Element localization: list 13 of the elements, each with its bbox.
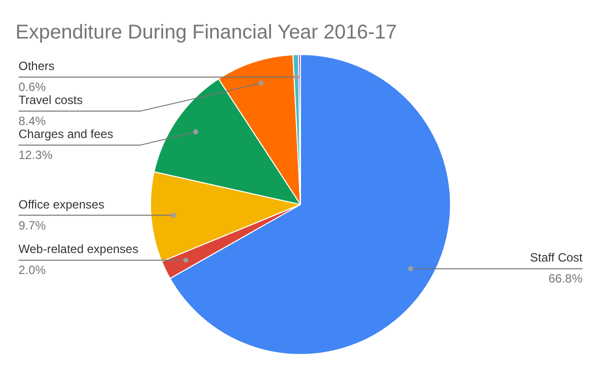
slice-label: Charges and fees	[18, 127, 114, 142]
slice-label: Others	[18, 59, 55, 74]
slice-label: Staff Cost	[530, 250, 584, 265]
slice-label: Web-related expenses	[18, 242, 138, 256]
data-label: 66.8%	[548, 272, 583, 286]
chart-title: Expenditure During Financial Year 2016-17	[16, 22, 397, 44]
data-label: 9.7%	[18, 218, 46, 232]
data-label: 0.6%	[18, 80, 46, 94]
data-label: 8.4%	[18, 114, 46, 128]
slice-label: Office expenses	[18, 197, 104, 212]
slice-label: Travel costs	[18, 93, 83, 108]
data-label: 12.3%	[18, 148, 53, 162]
data-label: 2.0%	[18, 263, 46, 278]
